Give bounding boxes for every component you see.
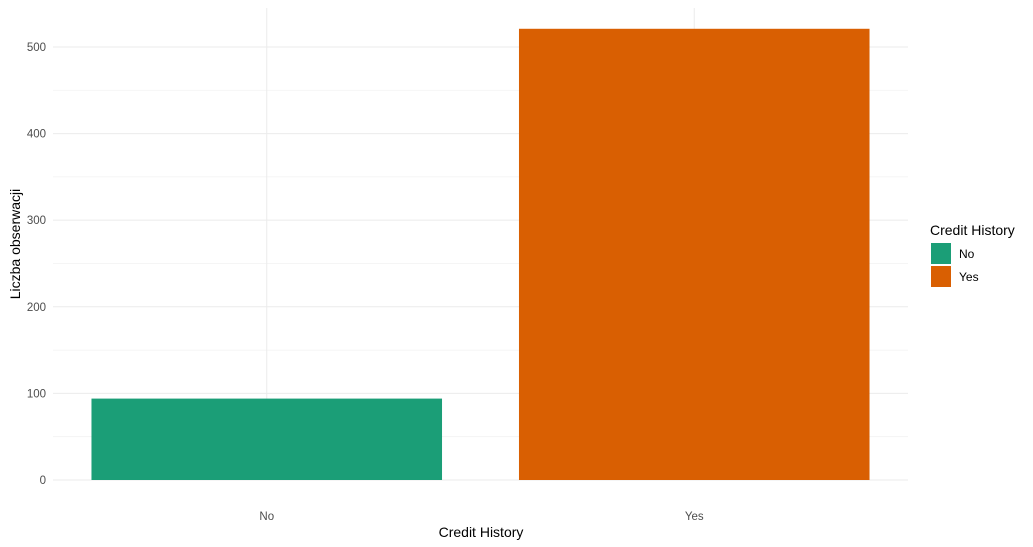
legend-title: Credit History xyxy=(930,222,1015,238)
bar-yes xyxy=(518,28,870,481)
y-tick-label: 500 xyxy=(27,42,46,54)
y-axis-ticks: 0 100 200 300 400 500 xyxy=(27,42,46,487)
legend: Credit History No Yes xyxy=(930,222,1015,287)
x-axis-ticks: No Yes xyxy=(259,511,703,523)
y-tick-label: 100 xyxy=(27,388,46,400)
bar-no xyxy=(91,398,443,480)
y-axis-title: Liczba obserwacji xyxy=(7,189,23,300)
x-tick-label: Yes xyxy=(685,511,704,523)
y-tick-label: 400 xyxy=(27,129,46,141)
y-tick-label: 0 xyxy=(40,475,46,487)
y-tick-label: 300 xyxy=(27,215,46,227)
x-axis-title: Credit History xyxy=(439,524,524,540)
legend-label-yes: Yes xyxy=(959,270,979,284)
legend-items: No Yes xyxy=(931,243,979,287)
legend-key-no xyxy=(931,243,951,264)
bars xyxy=(91,28,870,481)
x-tick-label: No xyxy=(259,511,274,523)
y-tick-label: 200 xyxy=(27,302,46,314)
legend-label-no: No xyxy=(959,247,975,261)
legend-key-yes xyxy=(931,266,951,287)
